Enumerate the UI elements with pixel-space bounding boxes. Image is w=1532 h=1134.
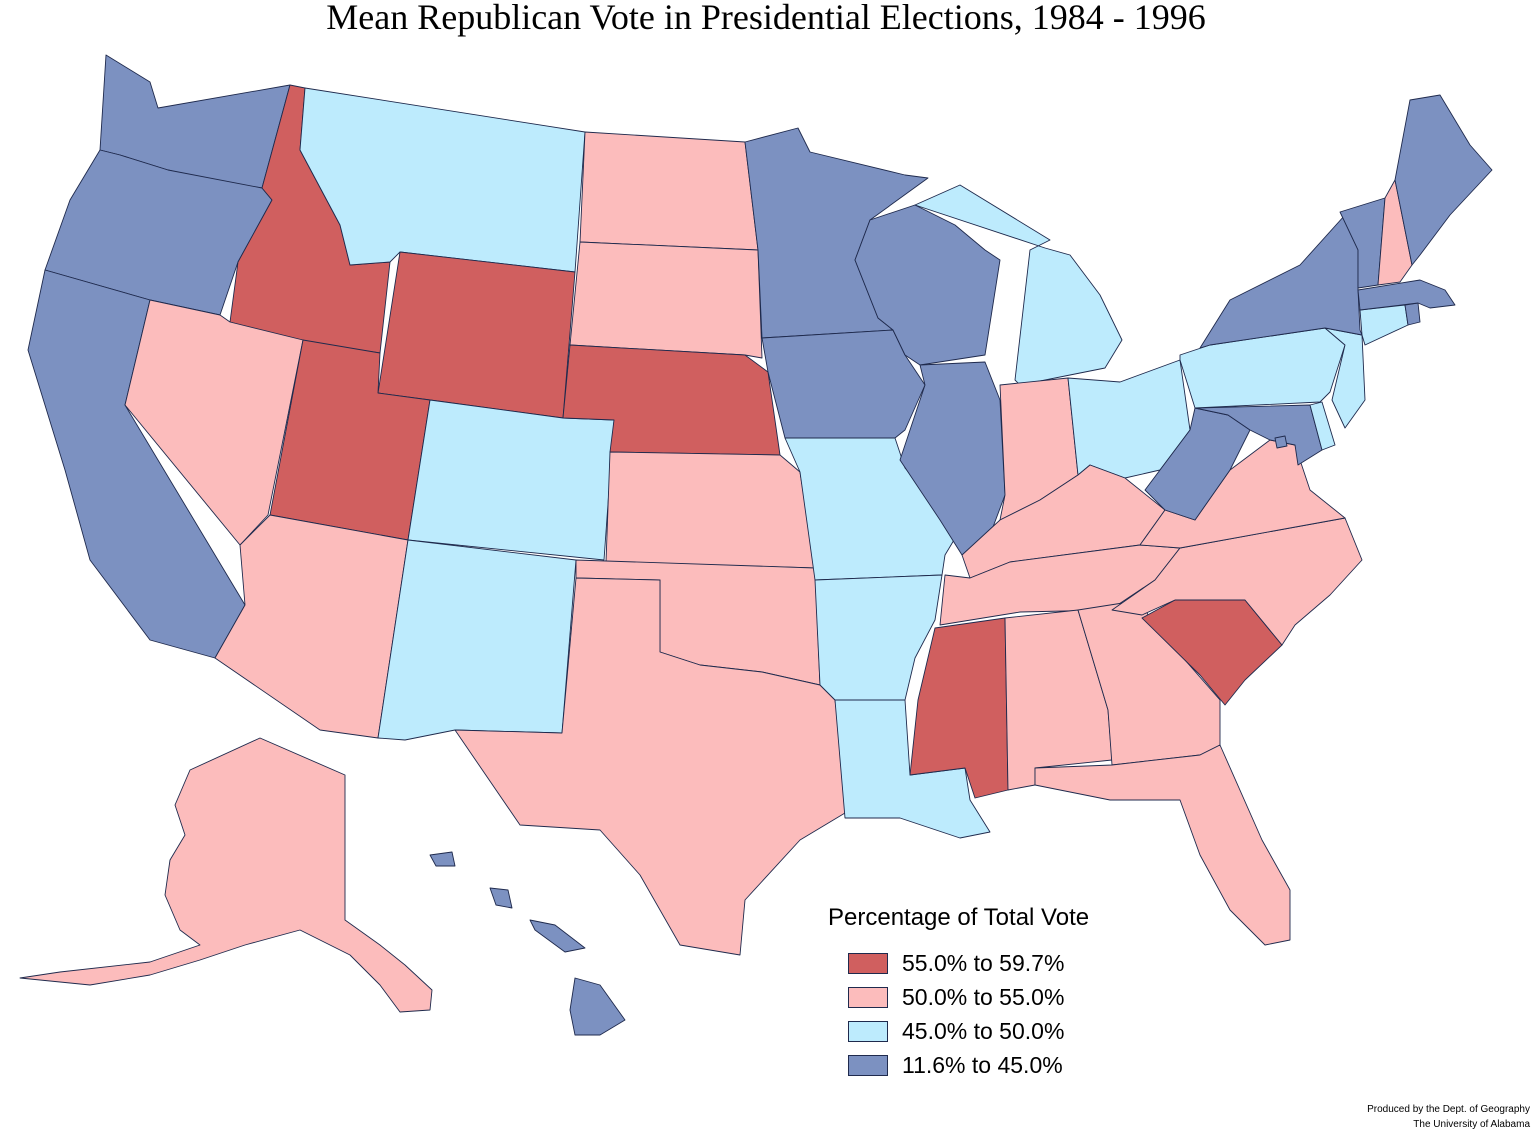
credit-text: Produced by the Dept. of Geography The U… <box>1367 1102 1530 1132</box>
credit-line: Produced by the Dept. of Geography <box>1367 1104 1530 1115</box>
state-west-virginia <box>1144 407 1251 521</box>
state-arkansas <box>814 574 943 701</box>
state-delaware <box>1309 401 1336 451</box>
state-north-dakota <box>579 131 759 251</box>
legend-label: 11.6% to 45.0% <box>902 1051 1063 1078</box>
state-arizona <box>214 514 409 739</box>
state-maine <box>1394 94 1493 266</box>
state-missouri <box>784 437 961 581</box>
state-dc <box>1274 435 1288 449</box>
state-wisconsin <box>854 204 1001 366</box>
state-wyoming <box>377 251 576 419</box>
state-louisiana <box>834 699 991 839</box>
state-massachusetts <box>1357 279 1456 311</box>
state-new-hampshire <box>1377 179 1413 286</box>
legend-label: 50.0% to 55.0% <box>902 983 1065 1010</box>
legend-item: 55.0% to 59.7% <box>848 946 1089 980</box>
state-rhode-island <box>1404 302 1421 326</box>
state-texas <box>454 577 851 956</box>
legend-swatch <box>848 986 888 1008</box>
legend-swatch <box>848 1020 888 1042</box>
state-florida <box>1034 744 1291 946</box>
state-nevada <box>124 299 304 546</box>
legend-swatch <box>848 1054 888 1076</box>
map-title: Mean Republican Vote in Presidential Ele… <box>326 0 1206 37</box>
legend-label: 45.0% to 50.0% <box>902 1017 1065 1044</box>
legend-swatch <box>848 952 888 974</box>
legend-item: 50.0% to 55.0% <box>848 980 1089 1014</box>
credit-line: The University of Alabama <box>1413 1119 1530 1130</box>
state-alaska <box>19 737 433 1013</box>
state-new-mexico <box>377 539 577 741</box>
legend-item: 45.0% to 50.0% <box>848 1014 1089 1048</box>
state-north-carolina <box>1111 517 1363 646</box>
state-new-york <box>1199 211 1363 349</box>
state-michigan <box>914 184 1123 386</box>
state-montana <box>299 87 586 273</box>
state-kansas <box>605 451 816 569</box>
legend-item: 11.6% to 45.0% <box>848 1048 1089 1082</box>
legend-label: 55.0% to 59.7% <box>902 949 1065 976</box>
state-hawaii <box>429 851 626 1036</box>
state-connecticut <box>1359 304 1409 346</box>
legend-title: Percentage of Total Vote <box>828 904 1090 931</box>
state-colorado <box>407 399 615 561</box>
map-legend: Percentage of Total Vote 55.0% to 59.7% … <box>828 904 1089 1082</box>
state-vermont <box>1339 197 1386 289</box>
state-south-dakota <box>569 241 763 359</box>
